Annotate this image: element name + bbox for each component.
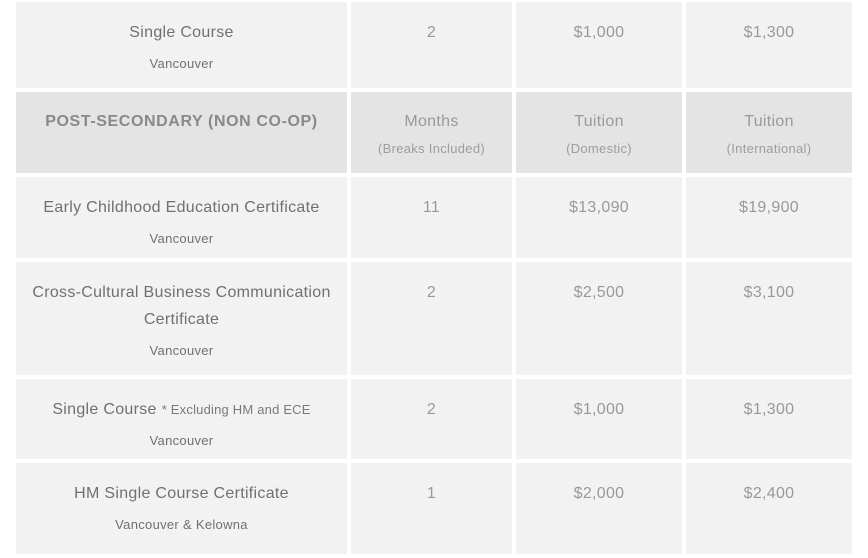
header-tuition-international-sublabel: (International) (726, 141, 812, 156)
header-months-cell: Months (Breaks Included) (351, 92, 512, 173)
program-title-text: Cross-Cultural Business Communication Ce… (32, 284, 331, 328)
header-months-label: Months (404, 113, 459, 130)
program-title: Early Childhood Education Certificate (43, 194, 319, 221)
tuition-domestic-cell: $13,090 (516, 177, 682, 258)
program-location: Vancouver (149, 231, 214, 246)
table-header-row: POST-SECONDARY (NON CO-OP) Months (Break… (16, 92, 854, 173)
header-tuition-domestic-sublabel: (Domestic) (566, 141, 632, 156)
program-title-text: Early Childhood Education Certificate (43, 199, 320, 216)
months-cell: 11 (351, 177, 512, 258)
months-cell: 2 (351, 262, 512, 375)
header-program-cell: POST-SECONDARY (NON CO-OP) (16, 92, 347, 173)
header-tuition-international-cell: Tuition (International) (686, 92, 852, 173)
tuition-domestic-cell: $2,500 (516, 262, 682, 375)
months-cell: 2 (351, 379, 512, 459)
months-cell: 1 (351, 463, 512, 554)
program-title: Cross-Cultural Business Communication Ce… (31, 279, 333, 333)
program-location: Vancouver (149, 56, 214, 71)
program-title: Single Course * Excluding HM and ECE (52, 396, 310, 423)
table-row-ece-certificate: Early Childhood Education Certificate Va… (16, 177, 854, 258)
program-cell: Single Course * Excluding HM and ECE Vanc… (16, 379, 347, 459)
tuition-table: Single Course Vancouver 2 $1,000 $1,300 … (16, 2, 854, 554)
tuition-international-cell: $1,300 (686, 379, 852, 459)
table-row-cross-cultural-certificate: Cross-Cultural Business Communication Ce… (16, 262, 854, 375)
table-row-single-course-excluding: Single Course * Excluding HM and ECE Vanc… (16, 379, 854, 459)
tuition-international-cell: $19,900 (686, 177, 852, 258)
program-note: * Excluding HM and ECE (161, 402, 311, 417)
table-row-single-course-top: Single Course Vancouver 2 $1,000 $1,300 (16, 2, 854, 88)
tuition-international-cell: $1,300 (686, 2, 852, 88)
program-title-text: HM Single Course Certificate (74, 485, 289, 502)
header-tuition-international-label: Tuition (744, 113, 794, 130)
tuition-international-cell: $3,100 (686, 262, 852, 375)
header-months-sublabel: (Breaks Included) (378, 141, 485, 156)
program-location: Vancouver & Kelowna (115, 517, 248, 532)
program-cell: Early Childhood Education Certificate Va… (16, 177, 347, 258)
header-tuition-domestic-label: Tuition (574, 113, 624, 130)
tuition-international-cell: $2,400 (686, 463, 852, 554)
program-cell: Cross-Cultural Business Communication Ce… (16, 262, 347, 375)
program-cell: Single Course Vancouver (16, 2, 347, 88)
program-location: Vancouver (149, 343, 214, 358)
program-title: Single Course (129, 19, 233, 46)
tuition-domestic-cell: $2,000 (516, 463, 682, 554)
program-title-text: Single Course (52, 401, 157, 418)
months-cell: 2 (351, 2, 512, 88)
header-tuition-domestic-cell: Tuition (Domestic) (516, 92, 682, 173)
table-row-hm-single-course-certificate: HM Single Course Certificate Vancouver &… (16, 463, 854, 554)
tuition-domestic-cell: $1,000 (516, 379, 682, 459)
program-title-text: Single Course (129, 24, 234, 41)
tuition-domestic-cell: $1,000 (516, 2, 682, 88)
program-title: HM Single Course Certificate (74, 480, 289, 507)
program-cell: HM Single Course Certificate Vancouver &… (16, 463, 347, 554)
program-location: Vancouver (149, 433, 214, 448)
